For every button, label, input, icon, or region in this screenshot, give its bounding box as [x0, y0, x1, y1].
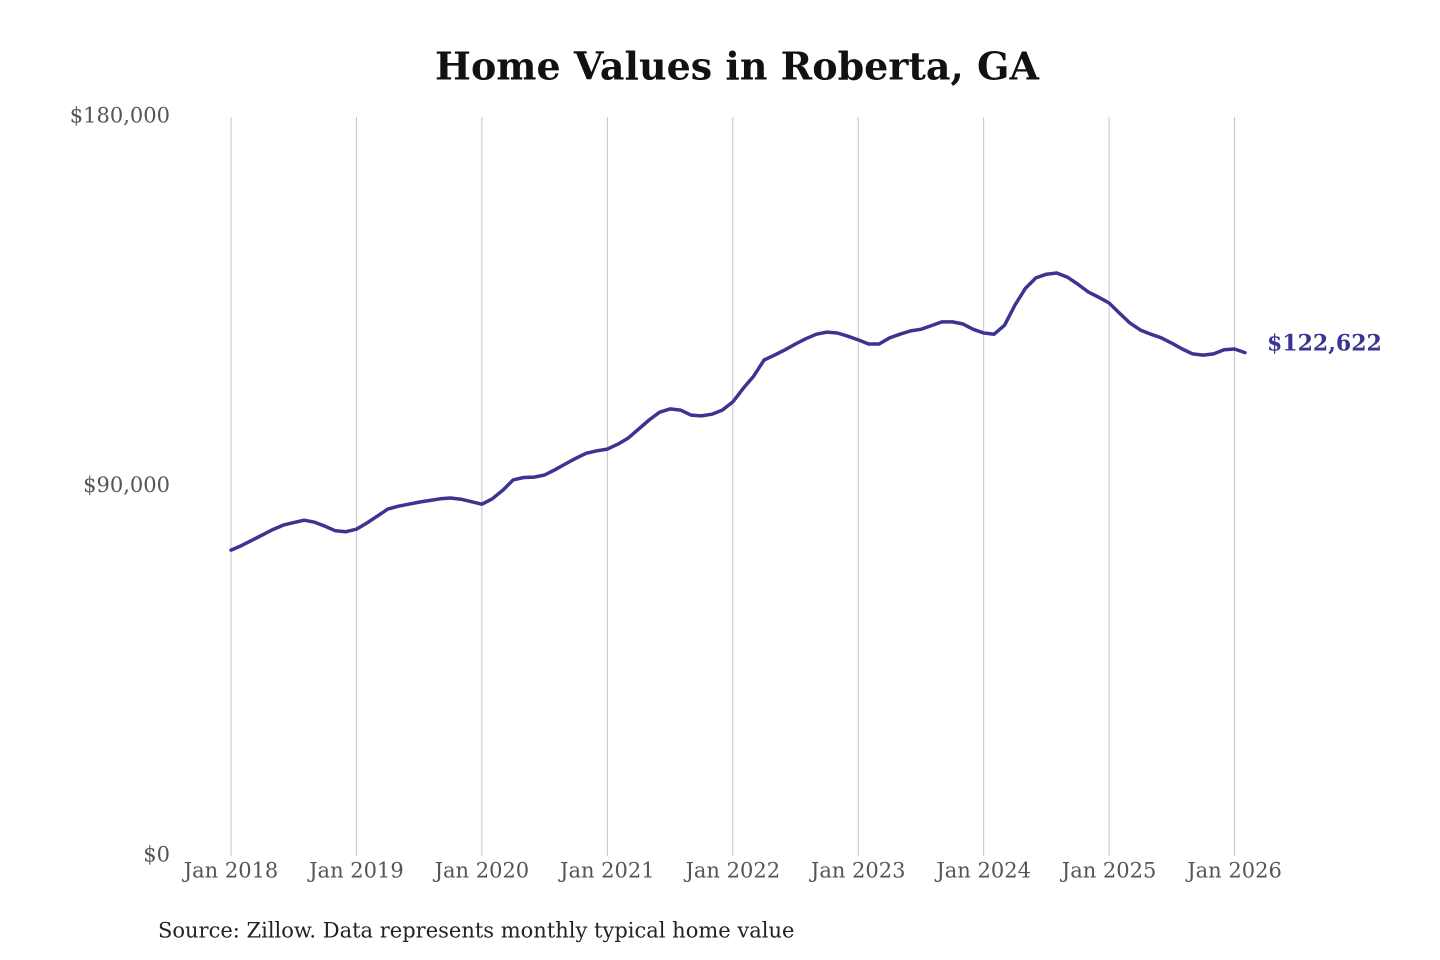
- x-tick-label: Jan 2022: [683, 859, 780, 883]
- source-note: Source: Zillow. Data represents monthly …: [158, 919, 794, 943]
- x-tick-label: Jan 2025: [1060, 859, 1157, 883]
- x-tick-label: Jan 2020: [433, 859, 530, 883]
- line-series: [229, 271, 1247, 552]
- x-tick-label: Jan 2018: [182, 859, 279, 883]
- y-tick-label: $0: [143, 843, 170, 867]
- y-tick-label: $90,000: [83, 473, 170, 497]
- end-value-label: $122,622: [1267, 331, 1382, 357]
- x-tick-label: Jan 2026: [1185, 859, 1282, 883]
- x-tick-label: Jan 2024: [934, 859, 1031, 883]
- x-tick-label: Jan 2023: [809, 859, 906, 883]
- y-tick-label: $180,000: [70, 104, 170, 128]
- x-tick-label: Jan 2021: [558, 859, 655, 883]
- chart-title: Home Values in Roberta, GA: [435, 44, 1039, 89]
- x-tick-label: Jan 2019: [307, 859, 404, 883]
